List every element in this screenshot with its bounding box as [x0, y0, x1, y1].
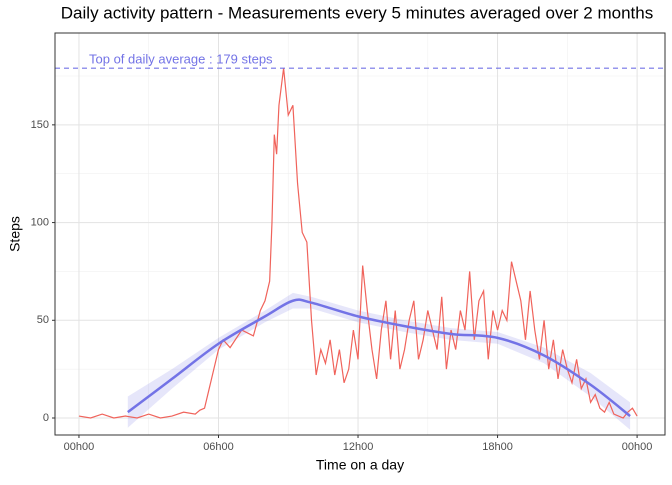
- y-tick-label: 150: [31, 119, 49, 131]
- confidence-band: [127, 292, 631, 430]
- x-tick-label: 00h00: [622, 441, 653, 453]
- panel-border: [54, 32, 666, 436]
- data-line: [78, 68, 638, 419]
- y-tick-label: 0: [43, 412, 49, 424]
- smooth-line: [127, 298, 631, 418]
- x-tick-label: 18h00: [482, 441, 513, 453]
- x-tick-label: 00h00: [64, 441, 95, 453]
- y-axis-label: Steps: [7, 216, 23, 252]
- x-tick-label: 12h00: [343, 441, 374, 453]
- chart-title: Daily activity pattern - Measurements ev…: [61, 3, 653, 22]
- y-tick-label: 100: [31, 216, 49, 228]
- x-tick-label: 06h00: [203, 441, 234, 453]
- x-axis-label: Time on a day: [316, 457, 404, 473]
- annotation: Top of daily average : 179 steps: [89, 52, 273, 67]
- y-tick-label: 50: [37, 314, 49, 326]
